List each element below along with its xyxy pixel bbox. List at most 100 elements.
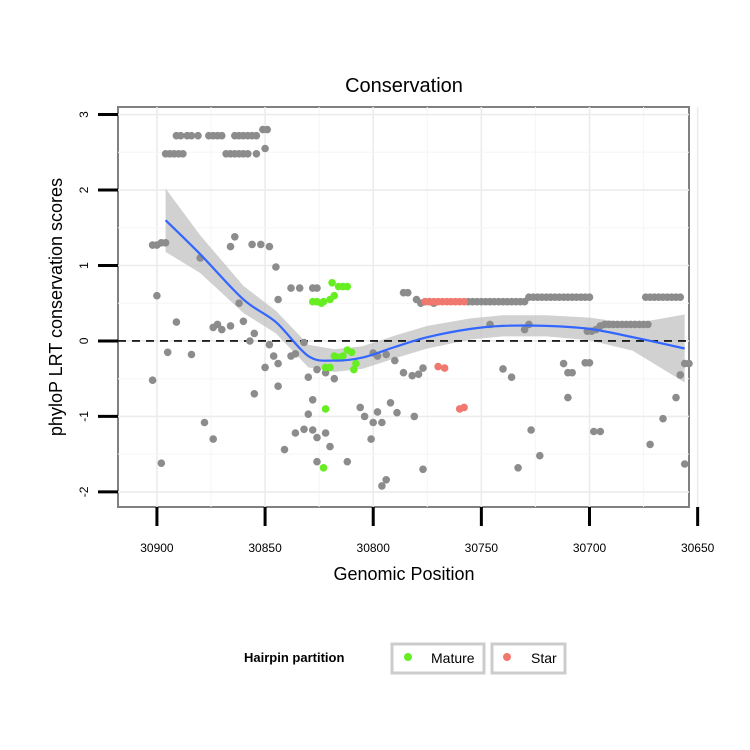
point-mature bbox=[319, 464, 328, 472]
legend-title: Hairpin partition bbox=[244, 650, 344, 665]
point-mature bbox=[326, 295, 334, 304]
point-other bbox=[300, 338, 308, 347]
point-other bbox=[304, 373, 313, 382]
point-other bbox=[520, 325, 529, 334]
plot-panel bbox=[117, 106, 690, 508]
point-other bbox=[172, 318, 181, 326]
y-axis: -2 -1 0 1 2 3 bbox=[77, 111, 118, 497]
point-other bbox=[419, 465, 427, 474]
point-other bbox=[265, 242, 274, 251]
point-other bbox=[410, 412, 419, 421]
point-mature bbox=[321, 405, 330, 413]
point-other bbox=[676, 371, 685, 379]
point-other bbox=[313, 457, 321, 466]
point-other bbox=[179, 150, 187, 158]
y-tick-label: -2 bbox=[77, 486, 91, 497]
point-other bbox=[393, 408, 401, 417]
grid-lines bbox=[118, 107, 699, 507]
y-tick-label: 0 bbox=[77, 337, 91, 344]
point-other bbox=[308, 426, 317, 434]
point-other bbox=[239, 317, 248, 326]
point-other bbox=[391, 356, 399, 365]
point-other bbox=[261, 144, 269, 153]
point-other bbox=[163, 348, 172, 357]
point-other bbox=[176, 131, 185, 140]
point-other bbox=[308, 396, 317, 404]
point-other bbox=[287, 284, 295, 292]
x-tick-label: 30650 bbox=[681, 541, 715, 555]
point-other bbox=[274, 295, 282, 304]
point-mature bbox=[326, 363, 334, 372]
point-other bbox=[161, 239, 170, 247]
x-tick-label: 30700 bbox=[573, 541, 607, 555]
point-other bbox=[153, 291, 161, 300]
point-mature bbox=[339, 352, 347, 360]
point-other bbox=[369, 418, 378, 427]
point-other bbox=[226, 322, 235, 330]
point-other bbox=[250, 390, 259, 398]
point-other bbox=[527, 426, 535, 434]
point-other bbox=[676, 293, 685, 302]
point-star bbox=[460, 403, 468, 412]
point-mature bbox=[317, 299, 326, 308]
point-other bbox=[300, 425, 308, 434]
point-other bbox=[291, 429, 300, 437]
point-other bbox=[564, 393, 572, 402]
point-other bbox=[280, 445, 289, 454]
point-other bbox=[194, 131, 202, 140]
confidence-band-layer bbox=[165, 188, 685, 383]
point-other bbox=[536, 451, 544, 460]
point-other bbox=[590, 427, 598, 436]
point-other bbox=[213, 320, 222, 329]
point-other bbox=[386, 399, 395, 407]
point-other bbox=[399, 288, 408, 297]
smooth-line-layer bbox=[164, 219, 685, 362]
point-other bbox=[596, 427, 605, 436]
point-other bbox=[291, 350, 300, 358]
point-other bbox=[248, 240, 256, 249]
point-other bbox=[313, 365, 321, 374]
point-other bbox=[672, 393, 680, 402]
point-other bbox=[269, 352, 278, 360]
point-other bbox=[252, 150, 261, 158]
point-other bbox=[252, 131, 261, 140]
point-other bbox=[499, 365, 507, 373]
point-other bbox=[263, 125, 272, 134]
point-other bbox=[261, 363, 269, 372]
point-other bbox=[585, 359, 594, 367]
y-tick-label: 3 bbox=[77, 111, 91, 118]
point-other bbox=[330, 374, 339, 383]
point-other bbox=[250, 329, 259, 338]
x-axis-title: Genomic Position bbox=[333, 564, 474, 584]
y-tick-label: 1 bbox=[77, 262, 91, 269]
point-other bbox=[378, 482, 386, 490]
point-other bbox=[272, 263, 280, 271]
point-other bbox=[209, 435, 217, 443]
point-other bbox=[187, 131, 196, 140]
point-other bbox=[646, 440, 654, 449]
point-other bbox=[200, 418, 209, 427]
point-other bbox=[244, 150, 252, 158]
x-axis: 30900 30850 30800 30750 30700 30650 bbox=[140, 507, 715, 555]
point-star bbox=[440, 364, 449, 372]
point-other bbox=[360, 412, 369, 421]
point-other bbox=[218, 131, 226, 140]
smooth-trend-line bbox=[164, 219, 685, 362]
point-other bbox=[644, 320, 652, 329]
point-other bbox=[559, 359, 568, 368]
y-tick-label: -1 bbox=[77, 411, 91, 422]
point-other bbox=[231, 233, 239, 241]
point-mature bbox=[343, 282, 352, 291]
legend-label-mature: Mature bbox=[431, 650, 475, 666]
point-other bbox=[226, 242, 235, 251]
point-other bbox=[408, 371, 417, 380]
legend: Hairpin partition Mature Star bbox=[244, 642, 567, 675]
point-other bbox=[399, 368, 408, 377]
point-other bbox=[265, 340, 274, 349]
point-star bbox=[434, 362, 442, 371]
point-other bbox=[659, 414, 667, 423]
point-other bbox=[680, 460, 689, 468]
point-other bbox=[313, 433, 321, 442]
point-other bbox=[187, 350, 196, 359]
